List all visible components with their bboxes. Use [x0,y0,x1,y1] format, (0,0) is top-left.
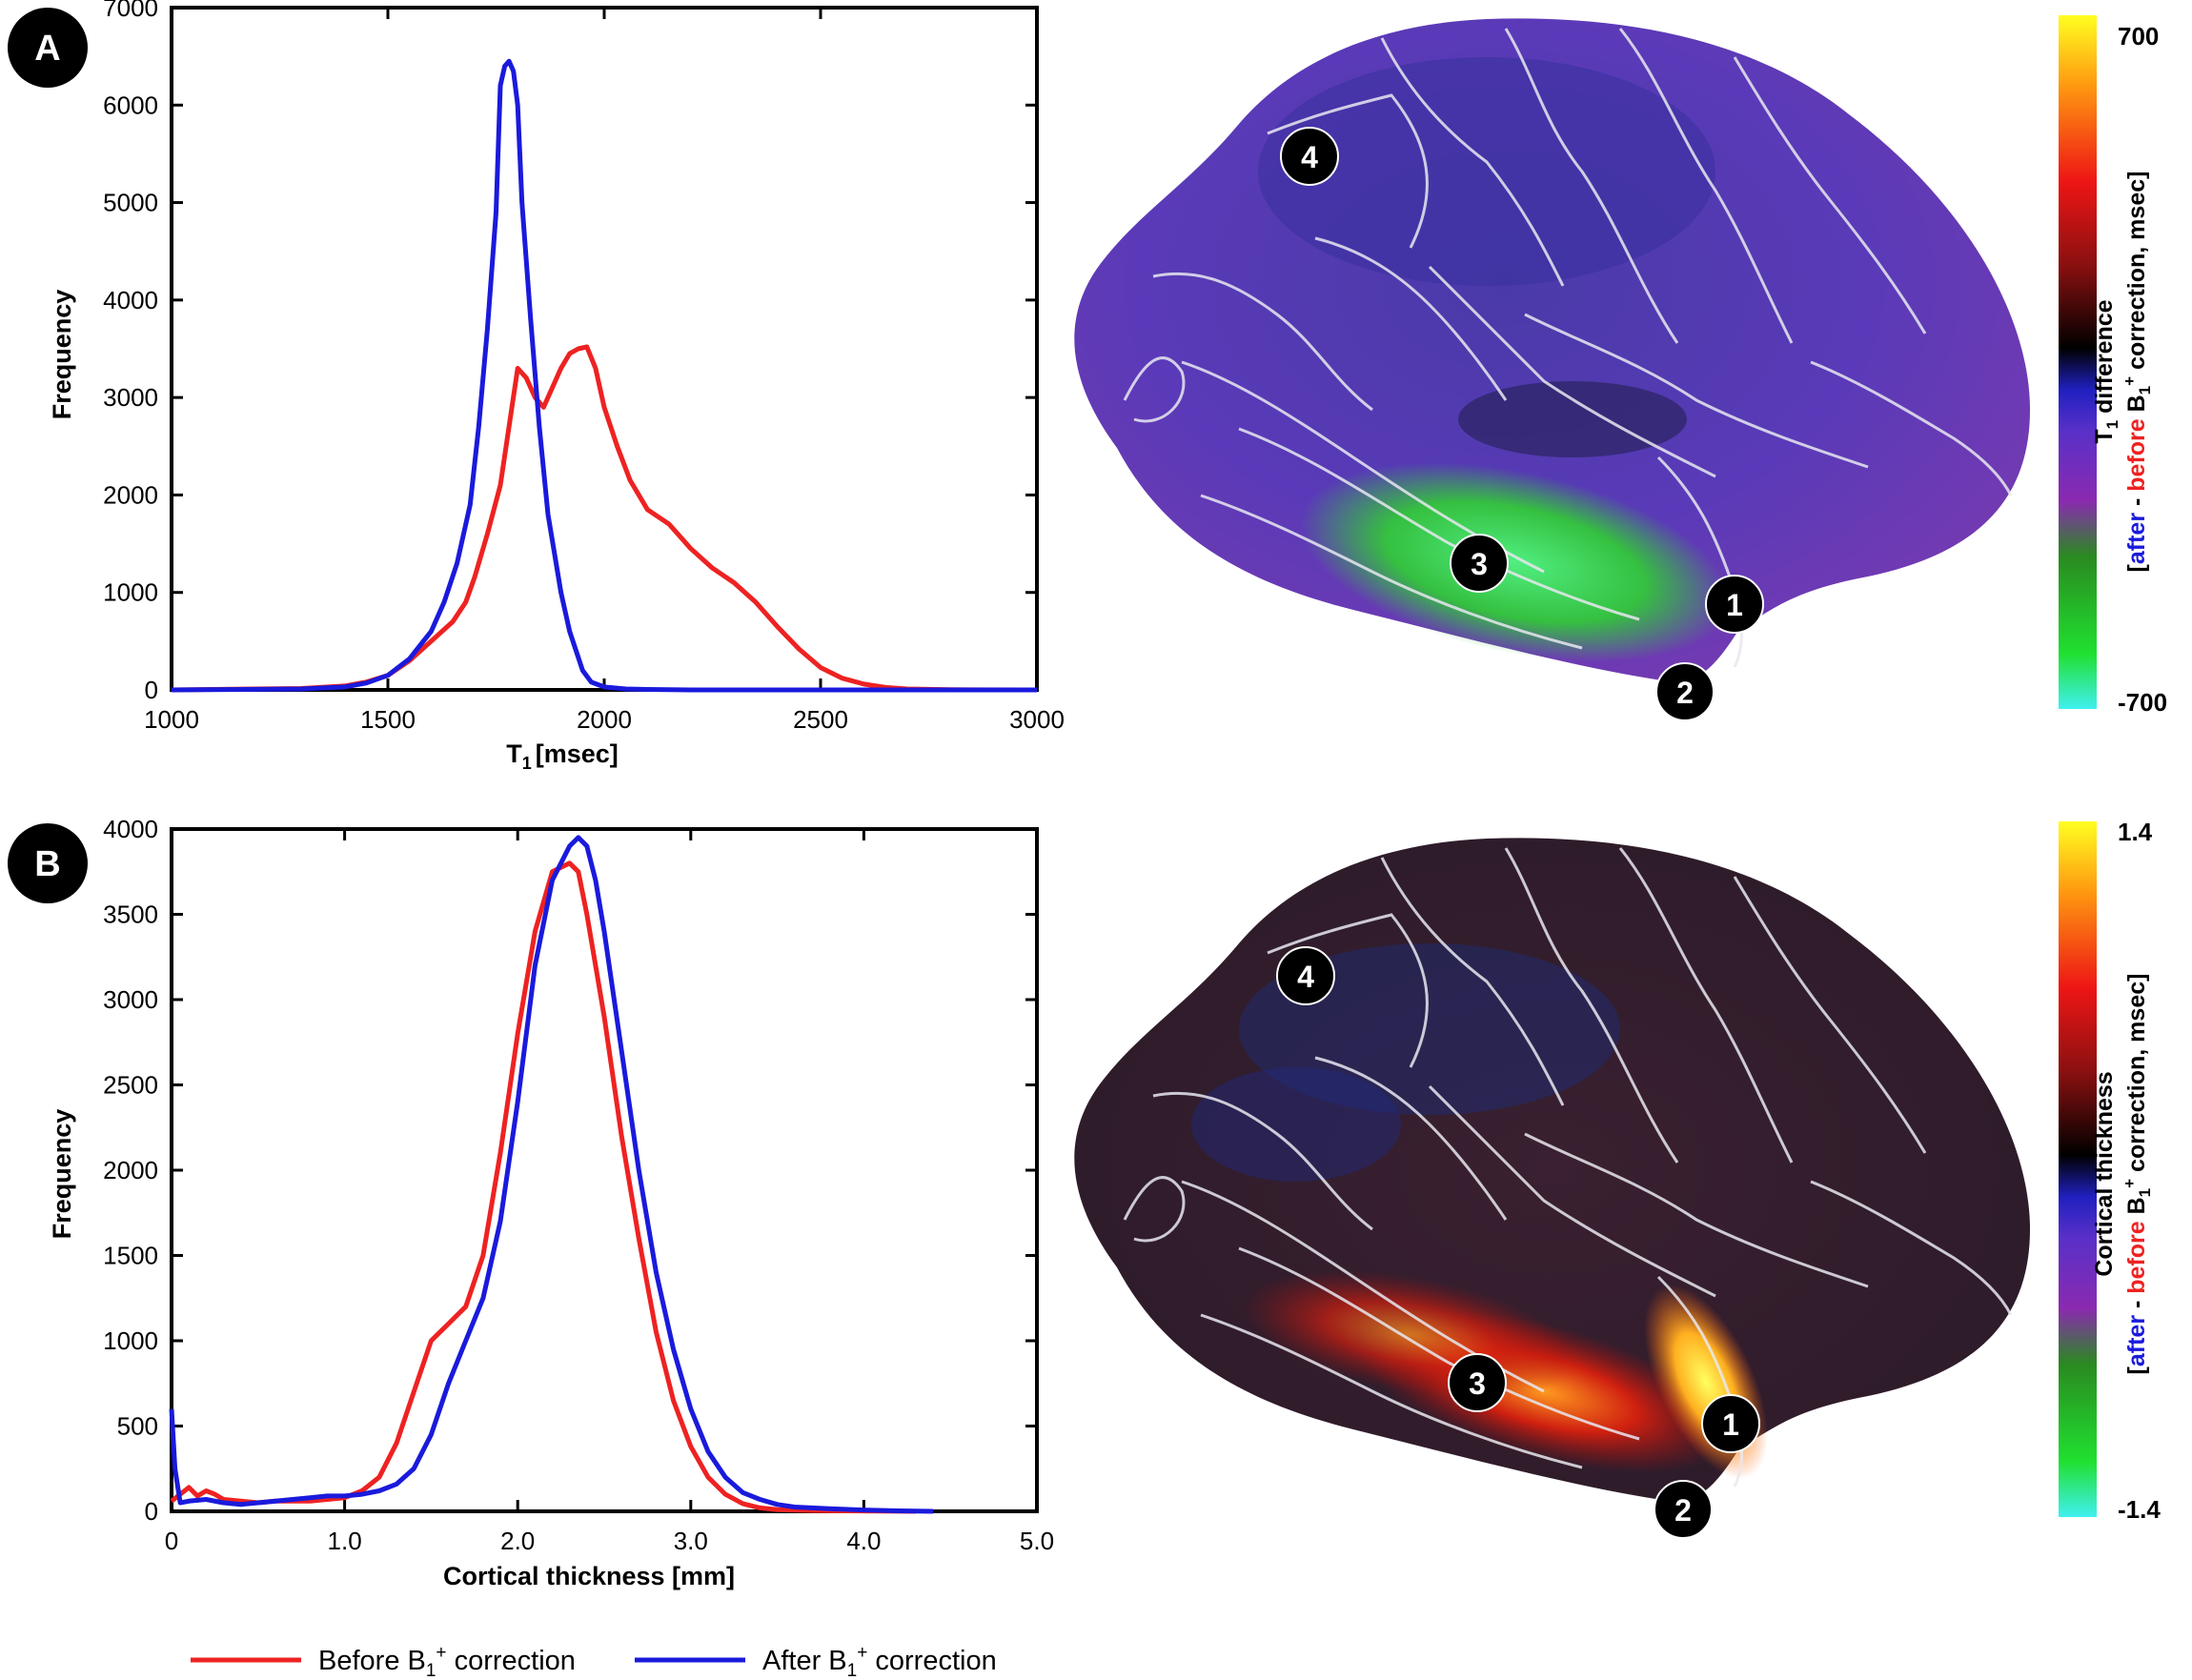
chart-a-lines [171,58,1038,693]
legend: Before B1+ correction After B1+ correcti… [191,1643,997,1680]
colorbar-b-max: 1.4 [2118,818,2153,846]
colorbar-b-gradient [2059,821,2097,1517]
y-tick-label: 6000 [103,91,158,119]
brain-a-green-region [1300,462,1731,662]
y-tick-label: 0 [145,676,158,704]
chart-a-x-label: T1 [msec] [506,739,619,773]
svg-text:4: 4 [1297,960,1314,994]
brain-b-marker-1: 1 [1701,1394,1760,1453]
x-tick-label: 5.0 [1020,1527,1054,1555]
colorbar-a-max: 700 [2118,22,2159,51]
colorbar-a-subtitle: [after - before B1+ correction, msec] [2121,172,2154,573]
y-tick-label: 2000 [103,1156,158,1184]
colorbar-a-title: T1 difference [2091,299,2121,443]
brain-a-marker-2: 2 [1655,662,1715,721]
y-tick-label: 3000 [103,383,158,412]
chart-b: 0 500 1000 1500 2000 2500 3000 3500 4000 0 1.0 2.0… [48,815,1054,1590]
svg-text:B: B [34,844,60,884]
colorbar-a: 700 -700 T1 difference [after - before B… [2059,15,2167,717]
series-line-after [171,58,1037,693]
brain-b-marker-4: 4 [1276,946,1335,1005]
y-tick-label: 5000 [103,189,158,217]
x-tick-label: 2500 [793,705,848,734]
brain-b-marker-3: 3 [1448,1353,1507,1412]
svg-text:3: 3 [1469,1366,1486,1401]
x-tick-label: 4.0 [846,1527,881,1555]
y-tick-label: 4000 [103,815,158,843]
x-tick-label: 1.0 [328,1527,362,1555]
colorbar-a-gradient [2059,15,2097,709]
colorbar-b: 1.4 -1.4 Cortical thickness [after - bef… [2059,818,2161,1524]
chart-b-lines [169,835,934,1514]
svg-text:4: 4 [1301,140,1318,174]
panel-label-a: A [8,8,88,88]
y-tick-label: 500 [117,1412,158,1441]
series-line-before [171,344,1038,693]
chart-a-x-ticks: 1000 1500 2000 2500 3000 [144,8,1065,734]
panel-label-b: B [8,823,88,903]
y-tick-label: 7000 [103,0,158,22]
brain-surface-a: 1 2 3 4 [1074,18,2030,721]
chart-b-x-label: Cortical thickness [mm] [443,1562,735,1590]
x-tick-label: 3.0 [674,1527,708,1555]
colorbar-b-title: Cortical thickness [2091,1071,2118,1276]
svg-text:1: 1 [1722,1407,1739,1442]
legend-after-label: After B1+ correction [762,1643,997,1680]
y-tick-label: 1000 [103,1326,158,1355]
chart-a-y-label: Frequency [48,290,76,420]
x-tick-label: 1500 [360,705,416,734]
y-tick-label: 2500 [103,1071,158,1100]
y-tick-label: 2000 [103,480,158,509]
chart-b-y-ticks: 0 500 1000 1500 2000 2500 3000 3500 4000 [103,815,1037,1526]
colorbar-a-min: -700 [2118,688,2167,717]
y-tick-label: 1000 [103,578,158,607]
y-tick-label: 0 [145,1497,158,1526]
x-tick-label: 2.0 [500,1527,535,1555]
x-tick-label: 1000 [144,705,199,734]
chart-b-y-label: Frequency [48,1109,76,1240]
brain-surface-b: 1 2 3 4 [1074,838,2030,1539]
series-line-before [170,860,916,1514]
chart-b-x-ticks: 0 1.0 2.0 3.0 4.0 5.0 [165,829,1054,1555]
svg-text:2: 2 [1674,1493,1692,1528]
x-tick-label: 2000 [577,705,632,734]
brain-a-marker-4: 4 [1280,127,1339,186]
y-tick-label: 3500 [103,901,158,929]
svg-text:2: 2 [1676,676,1694,710]
y-tick-label: 1500 [103,1242,158,1270]
colorbar-b-subtitle: [after - before B1+ correction, msec] [2121,974,2154,1375]
svg-text:A: A [34,29,60,69]
x-tick-label: 0 [165,1527,178,1555]
y-tick-label: 4000 [103,286,158,314]
svg-text:1: 1 [1726,588,1743,622]
x-tick-label: 3000 [1009,705,1065,734]
legend-before-label: Before B1+ correction [318,1643,576,1680]
series-line-after [169,835,934,1514]
chart-a-frame [170,6,1039,692]
brain-a-marker-3: 3 [1450,534,1509,593]
brain-b-marker-2: 2 [1654,1480,1713,1539]
svg-text:3: 3 [1471,547,1488,581]
chart-a-y-ticks: 0 1000 2000 3000 4000 5000 6000 7000 [103,0,1037,704]
brain-a-marker-1: 1 [1705,575,1764,634]
colorbar-b-min: -1.4 [2118,1495,2161,1524]
y-tick-label: 3000 [103,985,158,1014]
